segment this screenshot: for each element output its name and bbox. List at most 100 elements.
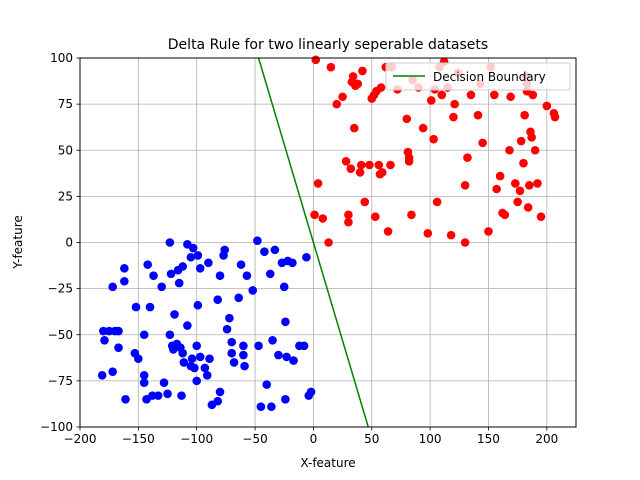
legend-label: Decision Boundary: [433, 70, 546, 84]
blue-data-point: [282, 352, 291, 362]
red-data-point: [356, 160, 366, 170]
blue-data-point: [265, 269, 275, 279]
red-data-point: [500, 210, 510, 220]
blue-data-point: [143, 260, 152, 269]
red-data-point: [520, 110, 529, 120]
red-data-point: [383, 227, 393, 236]
blue-data-point: [268, 335, 277, 345]
red-data-point: [429, 134, 438, 144]
y-tick-label: 100: [50, 51, 73, 65]
blue-data-point: [165, 330, 175, 340]
red-data-point: [426, 96, 436, 105]
blue-data-point: [227, 337, 237, 347]
red-data-point: [495, 171, 505, 181]
red-data-point: [407, 210, 416, 220]
red-data-point: [344, 217, 353, 227]
red-data-point: [360, 197, 370, 207]
blue-data-point: [179, 358, 189, 367]
x-tick-label: 100: [419, 432, 442, 446]
red-data-point: [365, 160, 374, 170]
decision-boundary-line: [257, 57, 369, 428]
blue-data-point: [177, 391, 186, 400]
red-data-point: [376, 83, 386, 92]
blue-data-point: [163, 389, 172, 399]
red-data-point: [332, 99, 342, 109]
blue-data-point: [139, 378, 149, 388]
blue-data-point: [253, 236, 262, 245]
red-data-point: [353, 79, 363, 89]
blue-data-point: [121, 395, 130, 404]
red-data-point: [460, 181, 470, 190]
x-tick-label: −50: [242, 432, 267, 446]
blue-data-point: [202, 371, 212, 380]
red-data-point: [536, 212, 546, 221]
red-data-point: [386, 160, 395, 170]
red-data-point: [370, 212, 380, 221]
blue-data-point: [157, 282, 166, 292]
y-tick-label: −25: [48, 282, 73, 296]
blue-data-point: [229, 358, 239, 367]
blue-data-point: [134, 354, 143, 364]
red-data-point: [358, 66, 367, 76]
red-data-point: [310, 210, 319, 220]
chart-title: Delta Rule for two linearly seperable da…: [168, 37, 488, 53]
red-data-point: [423, 228, 433, 238]
blue-data-point: [170, 310, 179, 319]
red-data-point: [490, 90, 499, 100]
blue-data-point: [178, 262, 188, 271]
blue-data-point: [145, 302, 155, 312]
grid: [79, 57, 576, 428]
red-data-point: [460, 238, 470, 247]
blue-data-point: [188, 243, 198, 253]
blue-data-point: [204, 258, 213, 268]
blue-data-point: [227, 348, 237, 358]
blue-data-point: [120, 264, 129, 273]
x-tick-label: 0: [310, 432, 318, 446]
red-data-point: [344, 210, 353, 220]
blue-data-point: [270, 245, 280, 255]
blue-data-point: [220, 245, 230, 255]
legend-box: [385, 62, 571, 91]
red-data-point: [511, 179, 520, 188]
red-data-point: [318, 214, 328, 223]
blue-data-point: [242, 271, 252, 281]
red-data-point: [374, 160, 384, 170]
blue-data-point: [215, 271, 225, 281]
data-points: [97, 55, 560, 412]
blue-data-point: [192, 341, 202, 351]
blue-data-point: [215, 387, 225, 397]
red-data-point: [473, 110, 483, 120]
red-data-point: [516, 136, 526, 146]
blue-data-point: [239, 341, 248, 351]
y-tick-label: −50: [48, 328, 73, 342]
blue-data-point: [166, 269, 176, 279]
red-data-point: [515, 186, 525, 196]
decision-boundary-layer: [257, 57, 369, 428]
red-data-point: [478, 138, 487, 148]
legend: Decision Boundary: [385, 62, 571, 91]
y-tick-label: −100: [40, 420, 73, 434]
blue-data-point: [205, 354, 214, 364]
blue-data-point: [222, 324, 232, 334]
blue-data-point: [114, 326, 123, 336]
red-data-point: [418, 123, 428, 133]
blue-data-point: [190, 363, 199, 373]
red-data-point: [523, 203, 533, 212]
blue-data-point: [260, 247, 269, 257]
red-data-point: [450, 99, 459, 109]
red-data-point: [346, 164, 356, 173]
blue-data-point: [139, 330, 149, 340]
red-data-point: [338, 92, 347, 102]
x-tick-label: −200: [64, 432, 97, 446]
red-data-point: [311, 55, 321, 65]
blue-data-point: [174, 278, 184, 288]
y-axis-label: Y-feature: [11, 215, 25, 270]
blue-data-point: [225, 313, 234, 323]
red-data-point: [550, 112, 560, 122]
red-data-point: [326, 62, 336, 72]
blue-data-point: [120, 276, 129, 286]
red-data-point: [348, 72, 358, 81]
blue-data-point: [306, 387, 316, 397]
blue-data-point: [186, 252, 196, 262]
